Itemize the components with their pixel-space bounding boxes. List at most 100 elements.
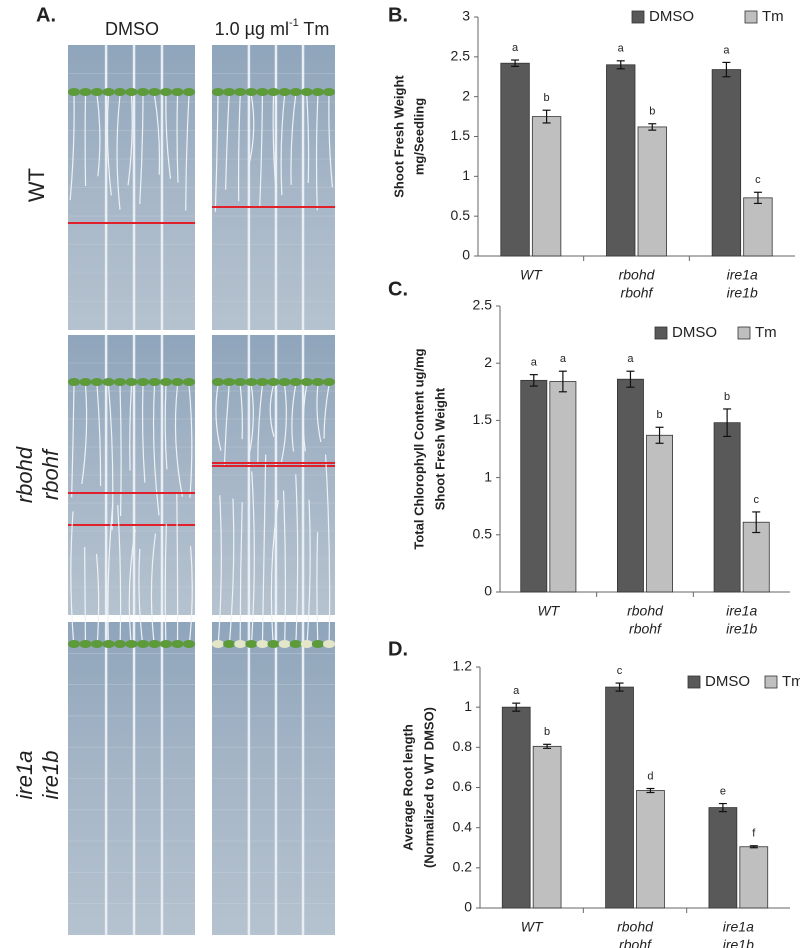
row-label: ire1b	[38, 751, 63, 800]
seedling	[160, 88, 172, 96]
significance-letter: a	[531, 357, 538, 369]
x-tick-label: ire1a	[727, 267, 758, 283]
legend-label: DMSO	[672, 324, 717, 341]
root	[128, 529, 136, 648]
error-bar	[646, 787, 655, 794]
root	[214, 94, 219, 212]
seedling	[183, 88, 195, 96]
seedling	[91, 378, 103, 386]
x-tick-label: rbohd	[627, 603, 664, 619]
error-bar	[718, 802, 727, 813]
seedling	[311, 640, 324, 648]
error-bar	[529, 374, 538, 387]
legend-swatch	[737, 326, 751, 340]
seedling	[256, 88, 269, 96]
root	[239, 502, 243, 648]
y-tick-label: 1.5	[473, 411, 493, 427]
significance-letter: b	[724, 391, 730, 403]
seedling	[137, 88, 149, 96]
x-tick-label: ire1a	[723, 919, 754, 935]
seedling	[160, 378, 172, 386]
bar	[743, 197, 773, 257]
root	[70, 511, 75, 648]
error-bar	[616, 60, 625, 70]
y-tick-label: 0.5	[451, 207, 471, 223]
x-tick-label: WT	[520, 267, 543, 283]
root	[248, 94, 255, 167]
seedling	[114, 640, 126, 648]
y-axis-label: Shoot Fresh Weight	[432, 387, 447, 510]
root	[280, 384, 287, 465]
seedling	[212, 640, 224, 648]
root	[69, 94, 75, 201]
legend-label: Tm	[762, 8, 784, 25]
seedling	[289, 378, 302, 386]
seedling	[91, 88, 103, 96]
column-label: 1.0 µg ml-1 Tm	[215, 17, 330, 39]
bar	[605, 686, 634, 909]
x-tick-label: WT	[537, 603, 560, 619]
y-tick-label: 0	[484, 583, 492, 599]
bar	[742, 521, 770, 593]
root	[295, 474, 299, 648]
seedling	[300, 640, 313, 648]
bar	[711, 69, 742, 257]
bar	[636, 790, 665, 909]
seedling	[160, 640, 172, 648]
root	[152, 384, 160, 516]
seedling	[234, 640, 247, 648]
root	[270, 500, 279, 648]
y-tick-label: 1.5	[451, 127, 471, 143]
seedling	[171, 88, 184, 96]
seedling	[234, 88, 247, 96]
legend-label: Tm	[755, 324, 777, 341]
y-tick-label: 1	[484, 468, 492, 484]
root	[215, 384, 222, 451]
root	[261, 454, 267, 648]
seedling	[148, 88, 161, 96]
row-label: rbohf	[38, 447, 63, 500]
root	[302, 384, 308, 452]
seedling	[300, 88, 313, 96]
root	[107, 503, 114, 648]
error-bar	[512, 702, 521, 712]
seedling	[68, 88, 80, 96]
panel-label: C.	[388, 278, 408, 300]
root	[248, 384, 254, 458]
x-tick-label: rbohf	[619, 937, 653, 948]
seedling	[125, 378, 138, 386]
seedling	[311, 88, 324, 96]
significance-letter: c	[617, 665, 623, 677]
x-tick-label: rbohf	[621, 285, 655, 301]
significance-letter: a	[560, 353, 567, 365]
legend-swatch	[631, 10, 645, 24]
error-bar	[648, 123, 657, 131]
seedling	[171, 640, 184, 648]
column-label-part: Tm	[299, 19, 330, 39]
root	[316, 532, 319, 648]
root	[323, 384, 330, 439]
seedling	[171, 378, 184, 386]
error-bar	[543, 743, 552, 749]
seedling	[102, 378, 115, 386]
root	[150, 533, 157, 648]
root	[71, 384, 75, 498]
y-tick-label: 2.5	[451, 48, 471, 64]
seedling	[245, 640, 258, 648]
root	[116, 94, 121, 210]
seedling	[79, 88, 92, 96]
root	[272, 94, 277, 193]
seedling	[323, 378, 335, 386]
seedling	[223, 640, 236, 648]
seedling	[212, 378, 224, 386]
root	[141, 384, 146, 483]
seedling	[267, 88, 280, 96]
root	[315, 94, 319, 211]
bar	[713, 422, 741, 593]
root	[306, 499, 311, 648]
root	[119, 384, 122, 517]
seedling	[79, 640, 92, 648]
x-tick-label: ire1b	[723, 937, 754, 948]
seedling	[212, 88, 224, 96]
seedling	[289, 88, 302, 96]
